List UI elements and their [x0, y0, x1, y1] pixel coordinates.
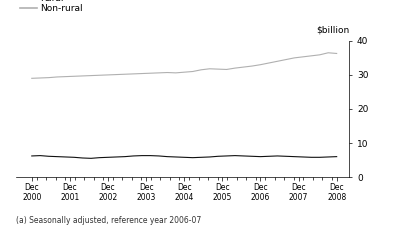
Legend: Rural, Non-rural: Rural, Non-rural: [20, 0, 83, 13]
Text: (a) Seasonally adjusted, reference year 2006-07: (a) Seasonally adjusted, reference year …: [16, 216, 201, 225]
Text: $billion: $billion: [316, 25, 349, 34]
